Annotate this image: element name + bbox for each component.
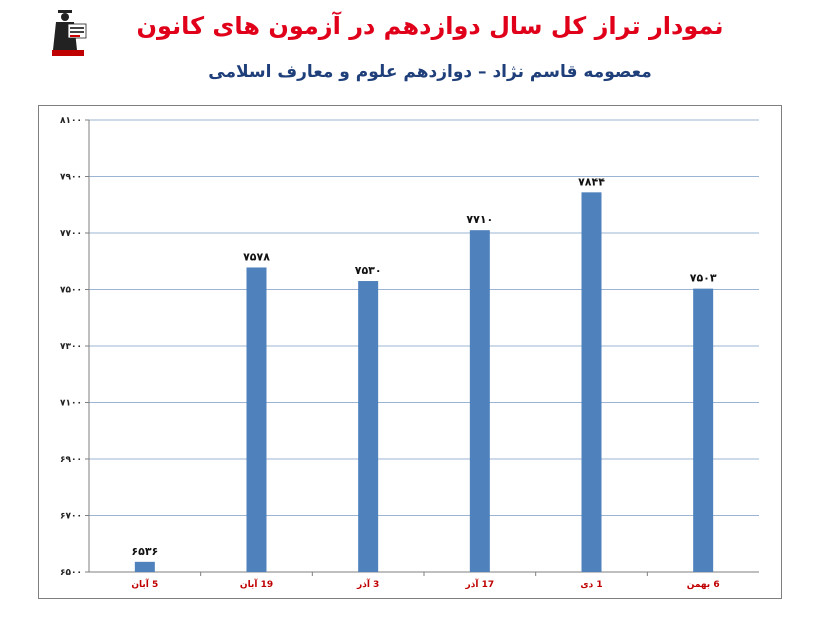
bar-chart: ۶۵۰۰ ۶۷۰۰ ۶۹۰۰ ۷۱۰۰ ۷۳۰۰ ۷۵۰۰ ۷۷۰۰ ۷۹۰۰ ۸۱۰۰ ۶۵۳۶… [60,116,759,590]
data-label: ۷۵۷۸ [243,250,270,263]
y-tick-label: ۷۷۰۰ [60,229,82,239]
bar [246,267,267,572]
bar [693,288,714,572]
data-label: ۷۷۱۰ [466,213,493,226]
y-tick-label: ۶۷۰۰ [60,512,82,522]
y-tick-label: ۷۱۰۰ [60,399,82,409]
x-tick-label: 1 دی [580,580,602,590]
y-tick-label: ۷۳۰۰ [60,342,82,352]
y-tick-label: ۷۵۰۰ [60,286,82,296]
y-tick-label: ۶۵۰۰ [60,568,82,578]
x-tick-label: 6 بهمن [687,580,720,590]
bar [469,230,490,573]
y-tick-label: ۶۹۰۰ [60,455,82,465]
y-tick-label: ۷۹۰۰ [60,173,82,183]
x-tick-label: 19 آبان [240,578,273,590]
kanoon-logo-icon [52,10,87,56]
chart-frame: ۶۵۰۰ ۶۷۰۰ ۶۹۰۰ ۷۱۰۰ ۷۳۰۰ ۷۵۰۰ ۷۷۰۰ ۷۹۰۰ ۸۱۰۰ ۶۵۳۶… [38,105,782,599]
data-label: ۷۵۳۰ [355,264,382,277]
data-label: ۶۵۳۶ [131,545,158,558]
chart-title: نمودار تراز کل سال دوازدهم در آزمون های … [136,12,724,40]
bar [134,561,155,572]
data-label: ۷۵۰۳ [690,272,717,285]
x-tick-label: 3 آذر [356,578,379,590]
bar [358,281,379,572]
chart-subtitle: معصومه قاسم نژاد – دوازدهم علوم و معارف … [208,62,652,82]
y-tick-label: ۸۱۰۰ [60,116,82,126]
x-tick-label: 5 آبان [131,578,158,590]
bar [581,192,602,572]
data-label: ۷۸۴۴ [578,175,605,188]
x-tick-label: 17 آذر [465,578,495,590]
